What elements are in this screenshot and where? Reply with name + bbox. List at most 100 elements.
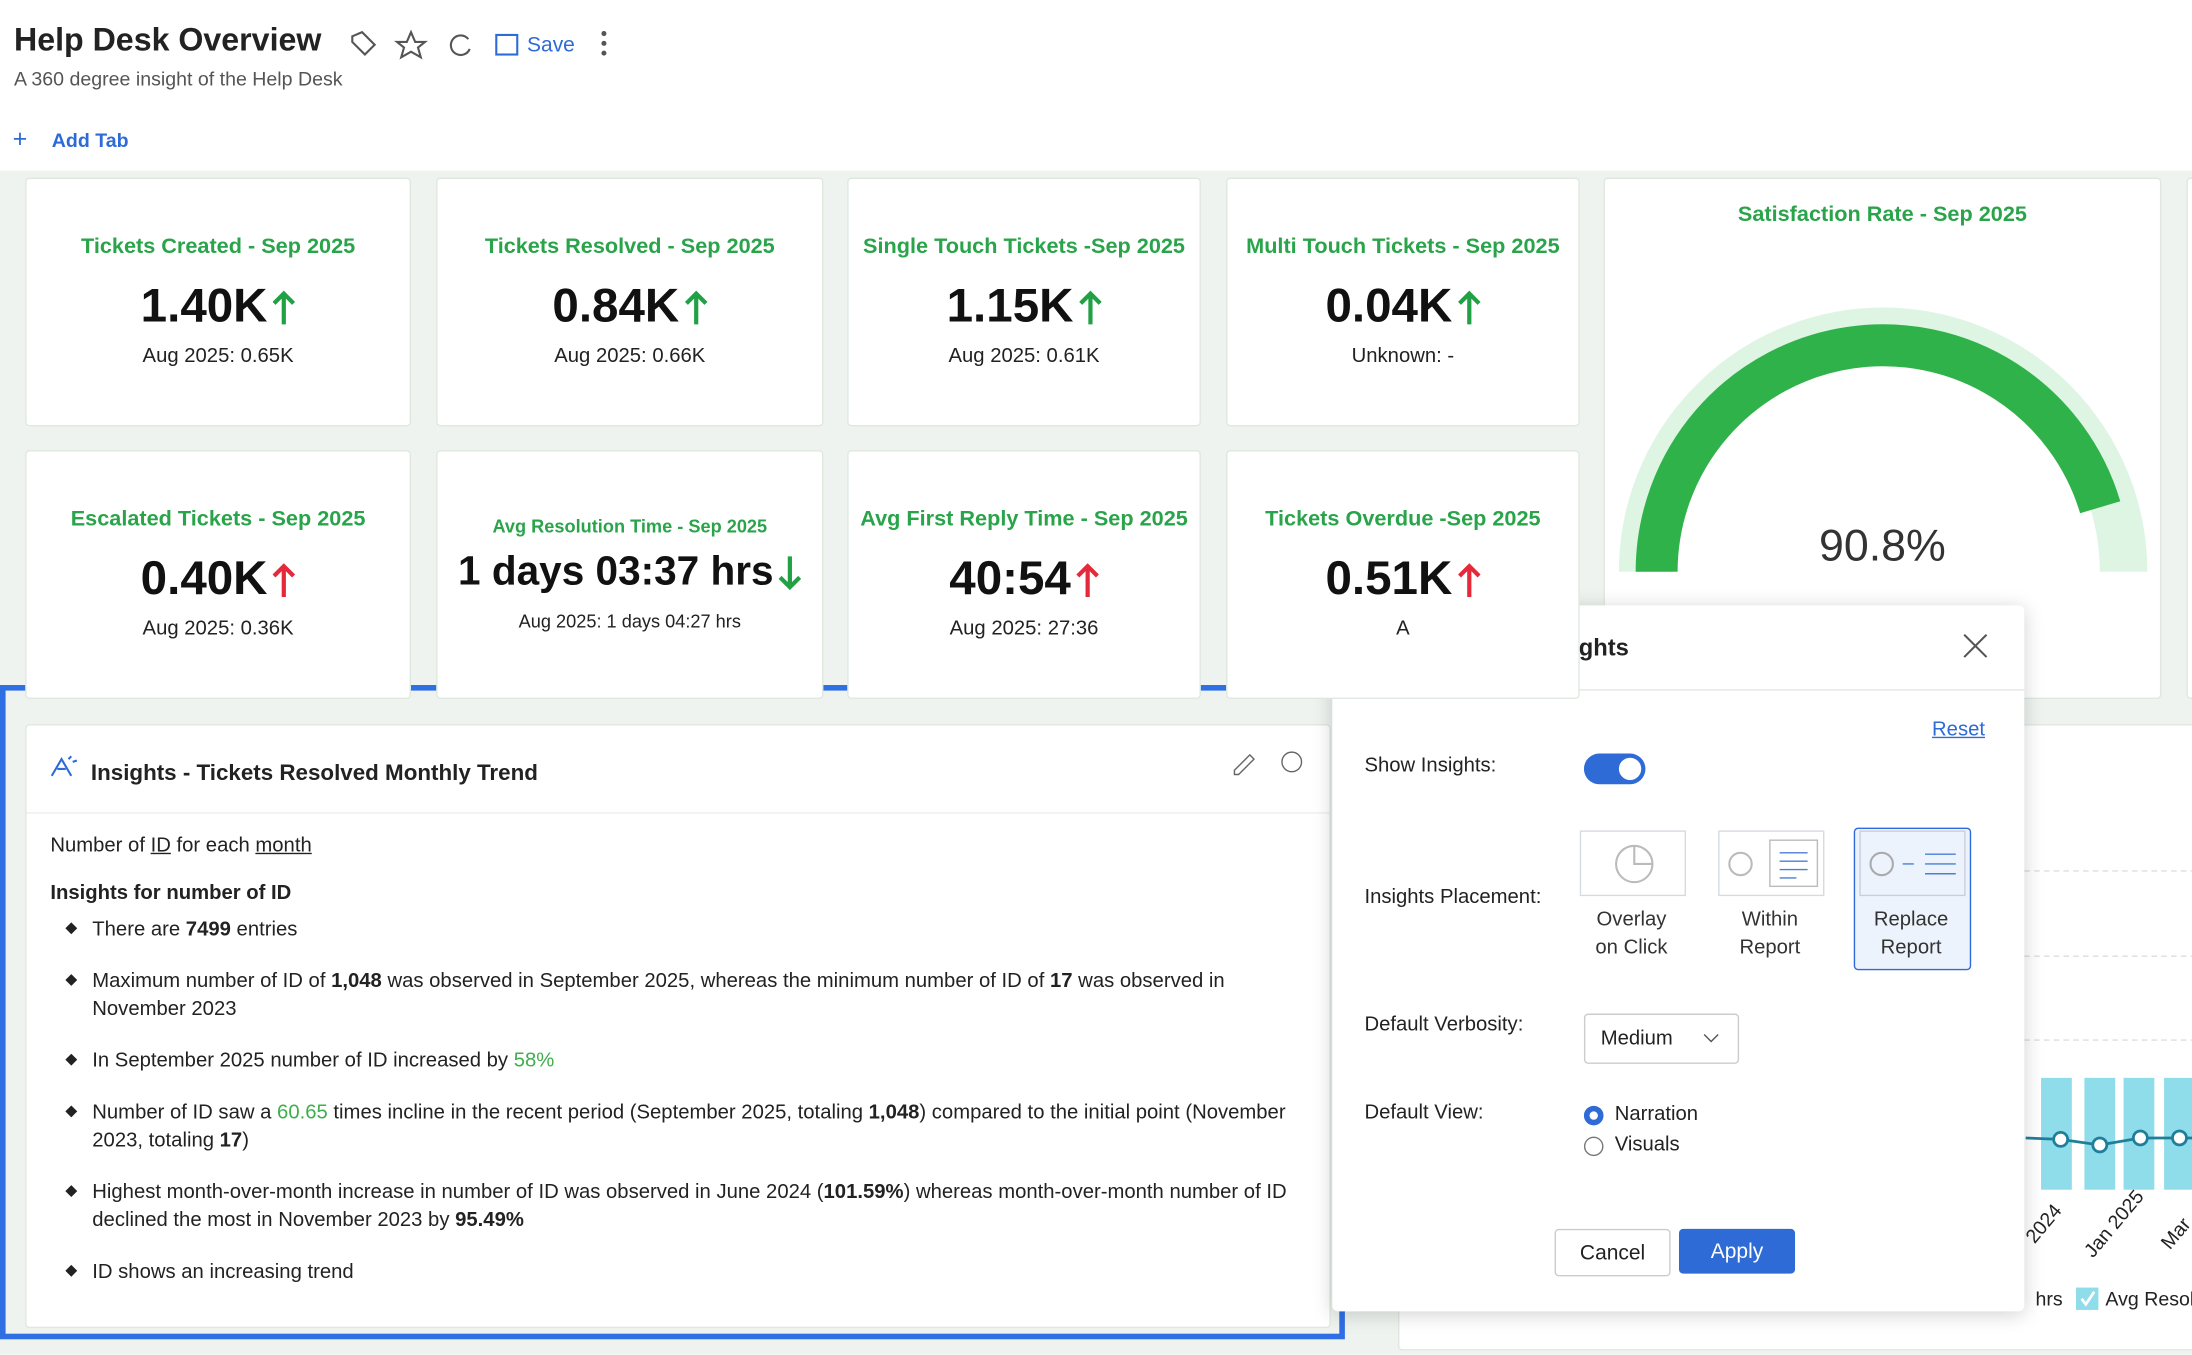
plus-icon[interactable]: + [12,124,28,153]
gauge-card: Satisfaction Rate - Sep 2025 90.8% [1603,177,2162,699]
edit-icon[interactable] [1233,753,1255,776]
kpi-comparison: Unknown: - [1351,345,1455,368]
text-segment: month [255,834,312,857]
text-segment: was observed in September 2025, whereas … [381,970,1050,993]
save-button[interactable]: Save [527,33,575,58]
field-label: Insights Placement: [1364,886,1542,909]
arrow-path [1079,289,1102,324]
label-line: Report [1880,936,1942,960]
kpi-value-text: 0.51K [1325,552,1453,606]
settings-icon[interactable] [1281,751,1303,773]
cancel-button[interactable]: Cancel [1554,1228,1671,1277]
text-segment: 17 [1049,970,1073,993]
trend-arrow [1457,289,1481,324]
kpi-value-text: 0.40K [140,552,268,606]
text-segment: was observed in November 2023 [92,970,1225,1021]
tag-icon[interactable] [351,30,377,57]
gauge [1618,307,2148,572]
kpi-comparison: Aug 2025: 1 days 04:27 hrs [518,610,741,632]
insight-item: Highest month-over-month increase in num… [92,1179,1322,1235]
kpi-card: Avg Resolution Time - Sep 2025 1 days 03:… [436,450,824,699]
text-segment: ID [150,834,171,857]
refresh-icon[interactable] [449,34,471,56]
zia-icon [50,755,78,777]
text-segment: 60.65 [277,1101,328,1124]
kpi-card: Escalated Tickets - Sep 2025 0.40K Aug 202… [25,450,412,699]
radio-label: Visuals [1614,1133,1680,1157]
kpi-value-text: 0.04K [1325,279,1453,333]
label-line: Replace [1873,908,1949,932]
kpi-value: 1.15K [849,280,1200,335]
text-segment: 58% [513,1049,555,1073]
star-icon[interactable] [394,29,428,60]
kpi-value-text: 40:54 [949,552,1071,606]
verbosity-select[interactable]: Medium [1583,1013,1740,1064]
add-tab[interactable]: Add Tab [51,128,129,151]
arrow-path [779,555,802,590]
chart-fragment [2014,870,2192,1310]
kpi-value: 40:54 [849,552,1200,607]
insight-item: In September 2025 number of ID increased… [92,1047,1322,1075]
kpi-value-text: 1 days 03:37 hrs [458,549,774,595]
kpi-comparison: Aug 2025: 0.66K [554,345,706,368]
reset-link[interactable]: Reset [1932,718,1986,741]
insights-heading: Insights for number of ID [50,882,292,905]
insight-item: Number of ID saw a 60.65 times incline i… [92,1099,1322,1155]
close-button[interactable] [1961,632,1989,660]
kpi-comparison: Aug 2025: 0.65K [142,345,294,368]
text-segment: Number of ID saw a [92,1101,278,1124]
clipped-card [2186,177,2192,699]
legend-entry: hrs [2035,1287,2063,1310]
radio[interactable] [1583,1136,1604,1157]
kpi-value: 0.04K [1227,280,1578,335]
trend-arrow [1079,289,1102,324]
trend-arrow [1457,562,1481,597]
insights-title: Insights - Tickets Resolved Monthly Tren… [90,761,538,786]
selected-option[interactable] [1853,827,1972,971]
kpi-card: Tickets Created - Sep 2025 1.40K Aug 2025:… [25,177,412,427]
radio-label: Narration [1614,1103,1699,1126]
kpi-comparison: A [1396,617,1410,641]
kpi-title: Tickets Overdue -Sep 2025 [1265,507,1541,532]
toggle-knob [1618,757,1642,781]
kpi-card: Single Touch Tickets -Sep 2025 1.15K Aug 2… [847,177,1201,427]
insights-description: Number of ID for each month [50,835,311,857]
text-segment: entries [230,918,298,941]
label-line: Report [1739,936,1801,960]
arrow-path [1076,562,1099,597]
insights-list: There are 7499 entries Maximum number of … [92,916,1322,1310]
radio[interactable] [1583,1105,1604,1126]
toggle[interactable] [1583,753,1646,785]
apply-button[interactable]: Apply [1678,1228,1796,1274]
gauge-value: 90.8% [1818,520,1946,571]
arrow-path [273,562,296,597]
text-segment: 7499 [185,918,231,941]
placement-icon[interactable] [1859,830,1966,897]
legend-entry: Avg Resol [2105,1287,2192,1310]
text-segment: There are [92,918,186,941]
text-segment: Number of [50,834,151,857]
kpi-title: Multi Touch Tickets - Sep 2025 [1246,234,1560,259]
trend-arrow [684,289,708,324]
kpi-card: Tickets Resolved - Sep 2025 0.84K Aug 2025… [436,177,824,427]
kpi-title: Escalated Tickets - Sep 2025 [70,507,366,532]
dashboard-subtitle: A 360 degree insight of the Help Desk [13,67,343,90]
text-segment: Maximum number of ID of [92,970,332,993]
field-label: Default Verbosity: [1364,1013,1524,1036]
arrow-path [1457,562,1481,597]
text-segment: In September 2025 number of ID increased… [92,1049,514,1073]
trend-arrow [273,289,296,324]
trend-arrow [273,562,296,597]
gauge-fill [1635,324,2121,572]
insight-item: ID shows an increasing trend [92,1258,1322,1286]
placement-icon[interactable] [1579,830,1686,897]
placement-label: Replace Report [1848,906,1974,962]
kpi-value: 0.51K [1227,552,1578,607]
kpi-comparison: Aug 2025: 0.61K [948,345,1100,368]
save-icon[interactable] [495,33,519,56]
dialog: Customize Zia Insights Reset Show Insigh… [1332,605,2025,1312]
placement-icon[interactable] [1718,830,1825,897]
text-segment: ID shows an increasing trend [92,1260,354,1284]
